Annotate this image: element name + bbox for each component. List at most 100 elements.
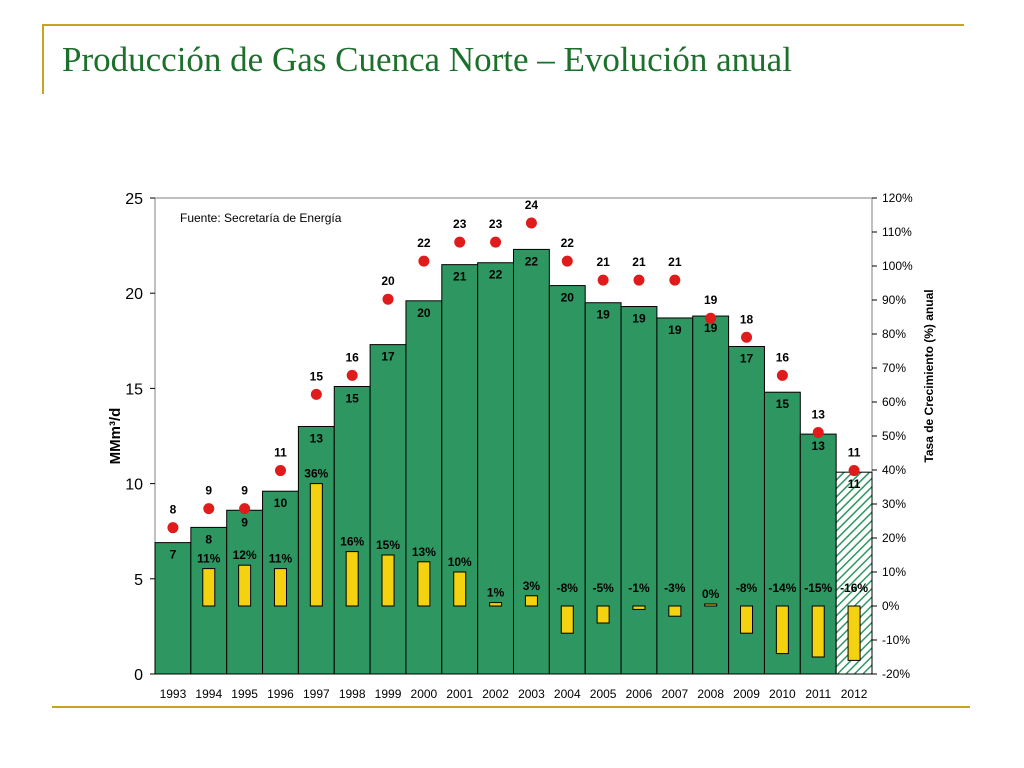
growth-value-label: 10% <box>448 555 472 569</box>
growth-value-label: 36% <box>304 467 328 481</box>
production-bar <box>692 315 730 675</box>
production-bar <box>620 306 658 675</box>
y2-tick-label: 0% <box>882 599 900 613</box>
dot-value-label: 20 <box>381 274 395 288</box>
growth-bar <box>811 605 825 658</box>
production-dot <box>490 236 502 248</box>
growth-bar <box>381 554 395 607</box>
growth-bar <box>668 605 682 617</box>
production-value-label: 8 <box>205 532 212 546</box>
production-bar <box>477 262 514 675</box>
growth-value-label: -8% <box>736 581 758 595</box>
production-value-label: 13 <box>812 439 826 453</box>
growth-value-label: -3% <box>664 581 686 595</box>
growth-bar <box>740 605 754 634</box>
x-tick-label: 2006 <box>626 687 653 701</box>
x-tick-label: 1993 <box>160 687 187 701</box>
production-dot <box>274 465 286 477</box>
dot-value-label: 21 <box>596 255 610 269</box>
production-value-label: 7 <box>170 548 177 562</box>
x-tick-label: 1999 <box>375 687 402 701</box>
growth-bar <box>453 571 467 607</box>
growth-value-label: -16% <box>840 581 868 595</box>
x-tick-label: 2011 <box>805 687 831 701</box>
frame-bottom-line <box>52 706 970 708</box>
production-dot <box>633 274 645 286</box>
production-dot <box>812 426 824 438</box>
production-value-label: 19 <box>632 312 646 326</box>
y2-tick-label: 100% <box>882 259 913 273</box>
x-tick-label: 2001 <box>446 687 473 701</box>
production-dot <box>669 274 681 286</box>
production-value-label: 11 <box>848 477 861 491</box>
dot-value-label: 22 <box>561 236 575 250</box>
y2-tick-label: 10% <box>882 565 906 579</box>
y-tick-label: 25 <box>125 191 143 208</box>
production-dot <box>597 274 609 286</box>
growth-bar <box>238 564 252 607</box>
x-tick-label: 1998 <box>339 687 366 701</box>
production-value-label: 15 <box>345 391 359 405</box>
growth-bar <box>847 605 861 661</box>
x-tick-label: 1994 <box>195 687 222 701</box>
growth-value-label: 13% <box>412 545 436 559</box>
dot-value-label: 16 <box>776 350 790 364</box>
growth-bar <box>417 561 431 607</box>
production-value-label: 10 <box>274 496 288 510</box>
production-dot <box>239 503 251 515</box>
y-tick-label: 5 <box>134 572 143 589</box>
y-tick-label: 10 <box>125 477 143 494</box>
y2-tick-label: 120% <box>882 191 913 205</box>
production-dot <box>310 388 322 400</box>
x-tick-label: 1995 <box>231 687 258 701</box>
production-bar <box>656 317 694 675</box>
x-tick-label: 2007 <box>661 687 688 701</box>
dot-value-label: 15 <box>310 369 324 383</box>
frame-top-line <box>42 24 964 26</box>
dot-value-label: 18 <box>740 312 754 326</box>
growth-value-label: 0% <box>702 587 720 601</box>
production-bar <box>154 542 192 675</box>
production-dot <box>346 369 358 381</box>
production-dot <box>848 465 860 477</box>
production-dot <box>561 255 573 267</box>
x-tick-label: 2010 <box>769 687 796 701</box>
growth-bar <box>775 605 789 655</box>
y2-tick-label: -10% <box>882 633 910 647</box>
production-dot <box>167 522 179 534</box>
production-bar <box>333 385 371 675</box>
dot-value-label: 8 <box>170 503 177 517</box>
y2-tick-label: -20% <box>882 667 910 681</box>
production-value-label: 22 <box>489 268 503 282</box>
dot-value-label: 11 <box>848 446 861 460</box>
production-dot <box>382 293 394 305</box>
dot-value-label: 22 <box>417 236 431 250</box>
source-annotation: Fuente: Secretaría de Energía <box>180 211 342 225</box>
growth-bar <box>489 602 503 607</box>
y2-axis-label: Tasa de Crecimiento (%) anual <box>922 289 936 462</box>
production-value-label: 21 <box>453 270 467 284</box>
growth-bar <box>596 605 610 624</box>
production-value-label: 17 <box>381 350 395 364</box>
frame-vertical-line <box>42 24 44 94</box>
dot-value-label: 21 <box>668 255 682 269</box>
y2-tick-label: 50% <box>882 429 906 443</box>
x-tick-label: 2012 <box>841 687 868 701</box>
x-tick-label: 2002 <box>482 687 509 701</box>
growth-bar <box>524 595 538 607</box>
growth-bar <box>704 603 718 607</box>
growth-value-label: 11% <box>197 552 221 566</box>
production-dot <box>705 312 717 324</box>
y2-tick-label: 60% <box>882 395 906 409</box>
y-tick-label: 0 <box>134 667 143 684</box>
y2-tick-label: 40% <box>882 463 906 477</box>
growth-value-label: 1% <box>487 586 505 600</box>
dot-value-label: 9 <box>205 484 212 498</box>
production-value-label: 17 <box>740 352 754 366</box>
production-dot <box>741 331 753 343</box>
growth-value-label: 12% <box>233 548 257 562</box>
dot-value-label: 9 <box>241 484 248 498</box>
growth-bar <box>560 605 574 634</box>
production-value-label: 13 <box>310 431 324 445</box>
growth-bar <box>273 568 287 607</box>
